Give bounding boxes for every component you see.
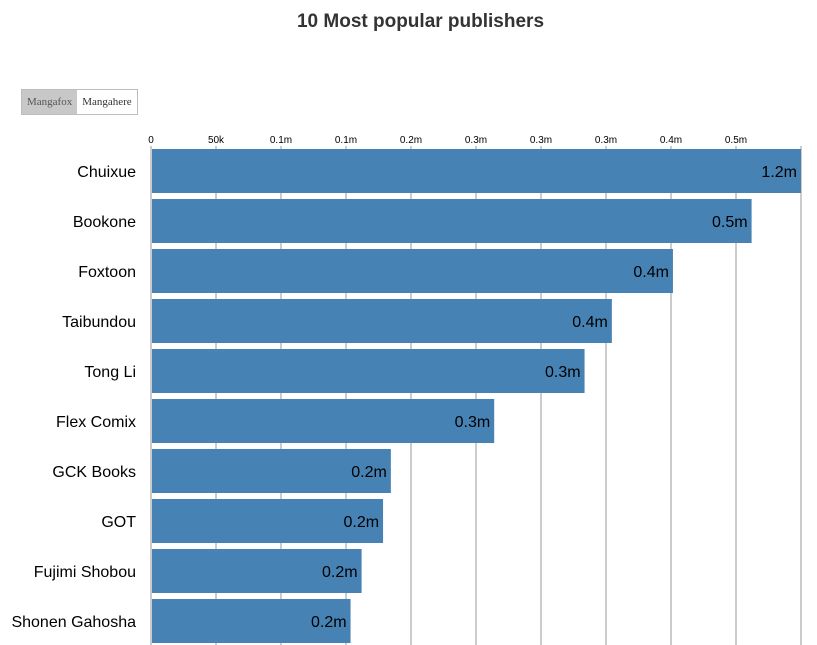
value-label: 0.2m [322,564,358,581]
bar [152,499,384,543]
chart-title: 10 Most popular publishers [296,11,545,32]
bar [152,599,351,643]
value-label: 0.2m [311,614,347,631]
value-label: 0.3m [545,364,581,381]
x-tick-label: 0.1m [335,135,357,146]
value-label: 1.2m [761,164,797,181]
x-tick-label: 0.5m [725,135,747,146]
x-tick-label: 0.1m [270,135,292,146]
bar [152,549,362,593]
x-tick-label: 50k [208,135,225,146]
bar [152,249,673,293]
category-label: Shonen Gahosha [11,614,136,631]
bar [152,199,752,243]
value-label: 0.3m [455,414,491,431]
bar [152,299,612,343]
category-label: GCK Books [52,464,136,481]
bar [152,399,495,443]
bar [152,449,391,493]
x-tick-label: 0.4m [660,135,682,146]
x-tick-label: 0.3m [530,135,552,146]
value-label: 0.4m [572,314,608,331]
tab-mangafox[interactable]: Mangafox [22,90,78,114]
category-label: Taibundou [62,314,136,331]
category-label: GOT [101,514,136,531]
x-tick-label: 0 [148,135,154,146]
category-label: Chuixue [77,164,136,181]
category-label: Foxtoon [78,264,136,281]
bar [152,349,585,393]
source-tabs: Mangafox Mangahere [21,89,138,115]
x-tick-label: 0.2m [400,135,422,146]
category-label: Flex Comix [56,414,136,431]
bar [152,149,801,193]
value-label: 0.2m [351,464,387,481]
value-label: 0.4m [633,264,669,281]
x-tick-label: 0.3m [465,135,487,146]
x-tick-label: 0.3m [595,135,617,146]
category-label: Fujimi Shobou [34,564,136,581]
value-label: 0.5m [712,214,748,231]
value-label: 0.2m [343,514,379,531]
tab-mangahere[interactable]: Mangahere [77,90,137,114]
category-label: Tong Li [84,364,136,381]
category-label: Bookone [73,214,136,231]
